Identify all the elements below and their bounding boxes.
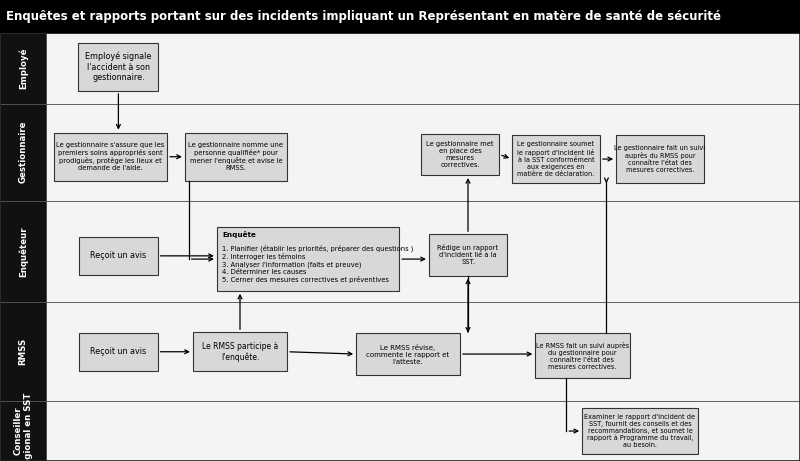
Text: Le RMSS fait un suivi auprès
du gestionnaire pour
connaître l'état des
mesures c: Le RMSS fait un suivi auprès du gestionn… [536,342,629,370]
FancyBboxPatch shape [0,401,46,461]
Text: RMSS: RMSS [18,338,28,366]
Text: Reçoit un avis: Reçoit un avis [90,251,146,260]
Text: Le RMSS participe à
l'enquête.: Le RMSS participe à l'enquête. [202,342,278,362]
Text: Le gestionnaire met
en place des
mesures
correctives.: Le gestionnaire met en place des mesures… [426,141,494,168]
Text: Le gestionnaire nomme une
personne qualifiée* pour
mener l'enquête et avise le
R: Le gestionnaire nomme une personne quali… [189,142,283,171]
FancyBboxPatch shape [0,302,46,401]
Text: Enquêtes et rapports portant sur des incidents impliquant un Représentant en mat: Enquêtes et rapports portant sur des inc… [6,10,722,23]
Text: Employé signale
l'accident à son
gestionnaire.: Employé signale l'accident à son gestion… [86,52,151,82]
Text: Gestionnaire: Gestionnaire [18,121,28,183]
Text: 1. Planifier (établir les priorités, préparer des questions )
2. Interroger les : 1. Planifier (établir les priorités, pré… [222,237,414,283]
Text: Enquête: Enquête [222,231,256,238]
Text: Examiner le rapport d'incident de
SST, fournit des conseils et des
recommandatio: Examiner le rapport d'incident de SST, f… [585,414,695,449]
Text: Le gestionnaire soumet
le rapport d'incident lié
à la SST conformément
aux exige: Le gestionnaire soumet le rapport d'inci… [518,142,594,177]
FancyBboxPatch shape [46,104,800,201]
FancyBboxPatch shape [429,234,507,276]
FancyBboxPatch shape [0,0,800,33]
FancyBboxPatch shape [54,133,167,181]
FancyBboxPatch shape [46,302,800,401]
FancyBboxPatch shape [46,201,800,302]
FancyBboxPatch shape [421,134,499,175]
Text: Le gestionnaire s'assure que les
premiers soins appropriés sont
prodiguès, protè: Le gestionnaire s'assure que les premier… [56,142,165,171]
Text: Rédige un rapport
d'incident lié à la
SST.: Rédige un rapport d'incident lié à la SS… [438,244,498,266]
Text: Le gestionnaire fait un suivi
auprès du RMSS pour
connaître l'état des
mesures c: Le gestionnaire fait un suivi auprès du … [614,145,706,173]
Text: Employé: Employé [18,48,28,89]
FancyBboxPatch shape [356,333,460,375]
FancyBboxPatch shape [582,408,698,454]
FancyBboxPatch shape [535,333,630,378]
FancyBboxPatch shape [0,33,46,104]
FancyBboxPatch shape [0,104,46,201]
FancyBboxPatch shape [46,33,800,104]
FancyBboxPatch shape [0,201,46,302]
FancyBboxPatch shape [616,135,704,183]
Text: Enquêteur: Enquêteur [18,226,28,277]
FancyBboxPatch shape [217,227,399,291]
Text: Conseiller
régional en SST: Conseiller régional en SST [13,393,34,461]
FancyBboxPatch shape [193,332,287,372]
FancyBboxPatch shape [512,135,600,183]
Text: Reçoit un avis: Reçoit un avis [90,347,146,356]
Text: Le RMSS révise,
commente le rapport et
l'atteste.: Le RMSS révise, commente le rapport et l… [366,343,450,365]
FancyBboxPatch shape [46,401,800,461]
FancyBboxPatch shape [78,43,158,91]
FancyBboxPatch shape [185,133,287,181]
FancyBboxPatch shape [79,333,158,371]
FancyBboxPatch shape [79,237,158,275]
